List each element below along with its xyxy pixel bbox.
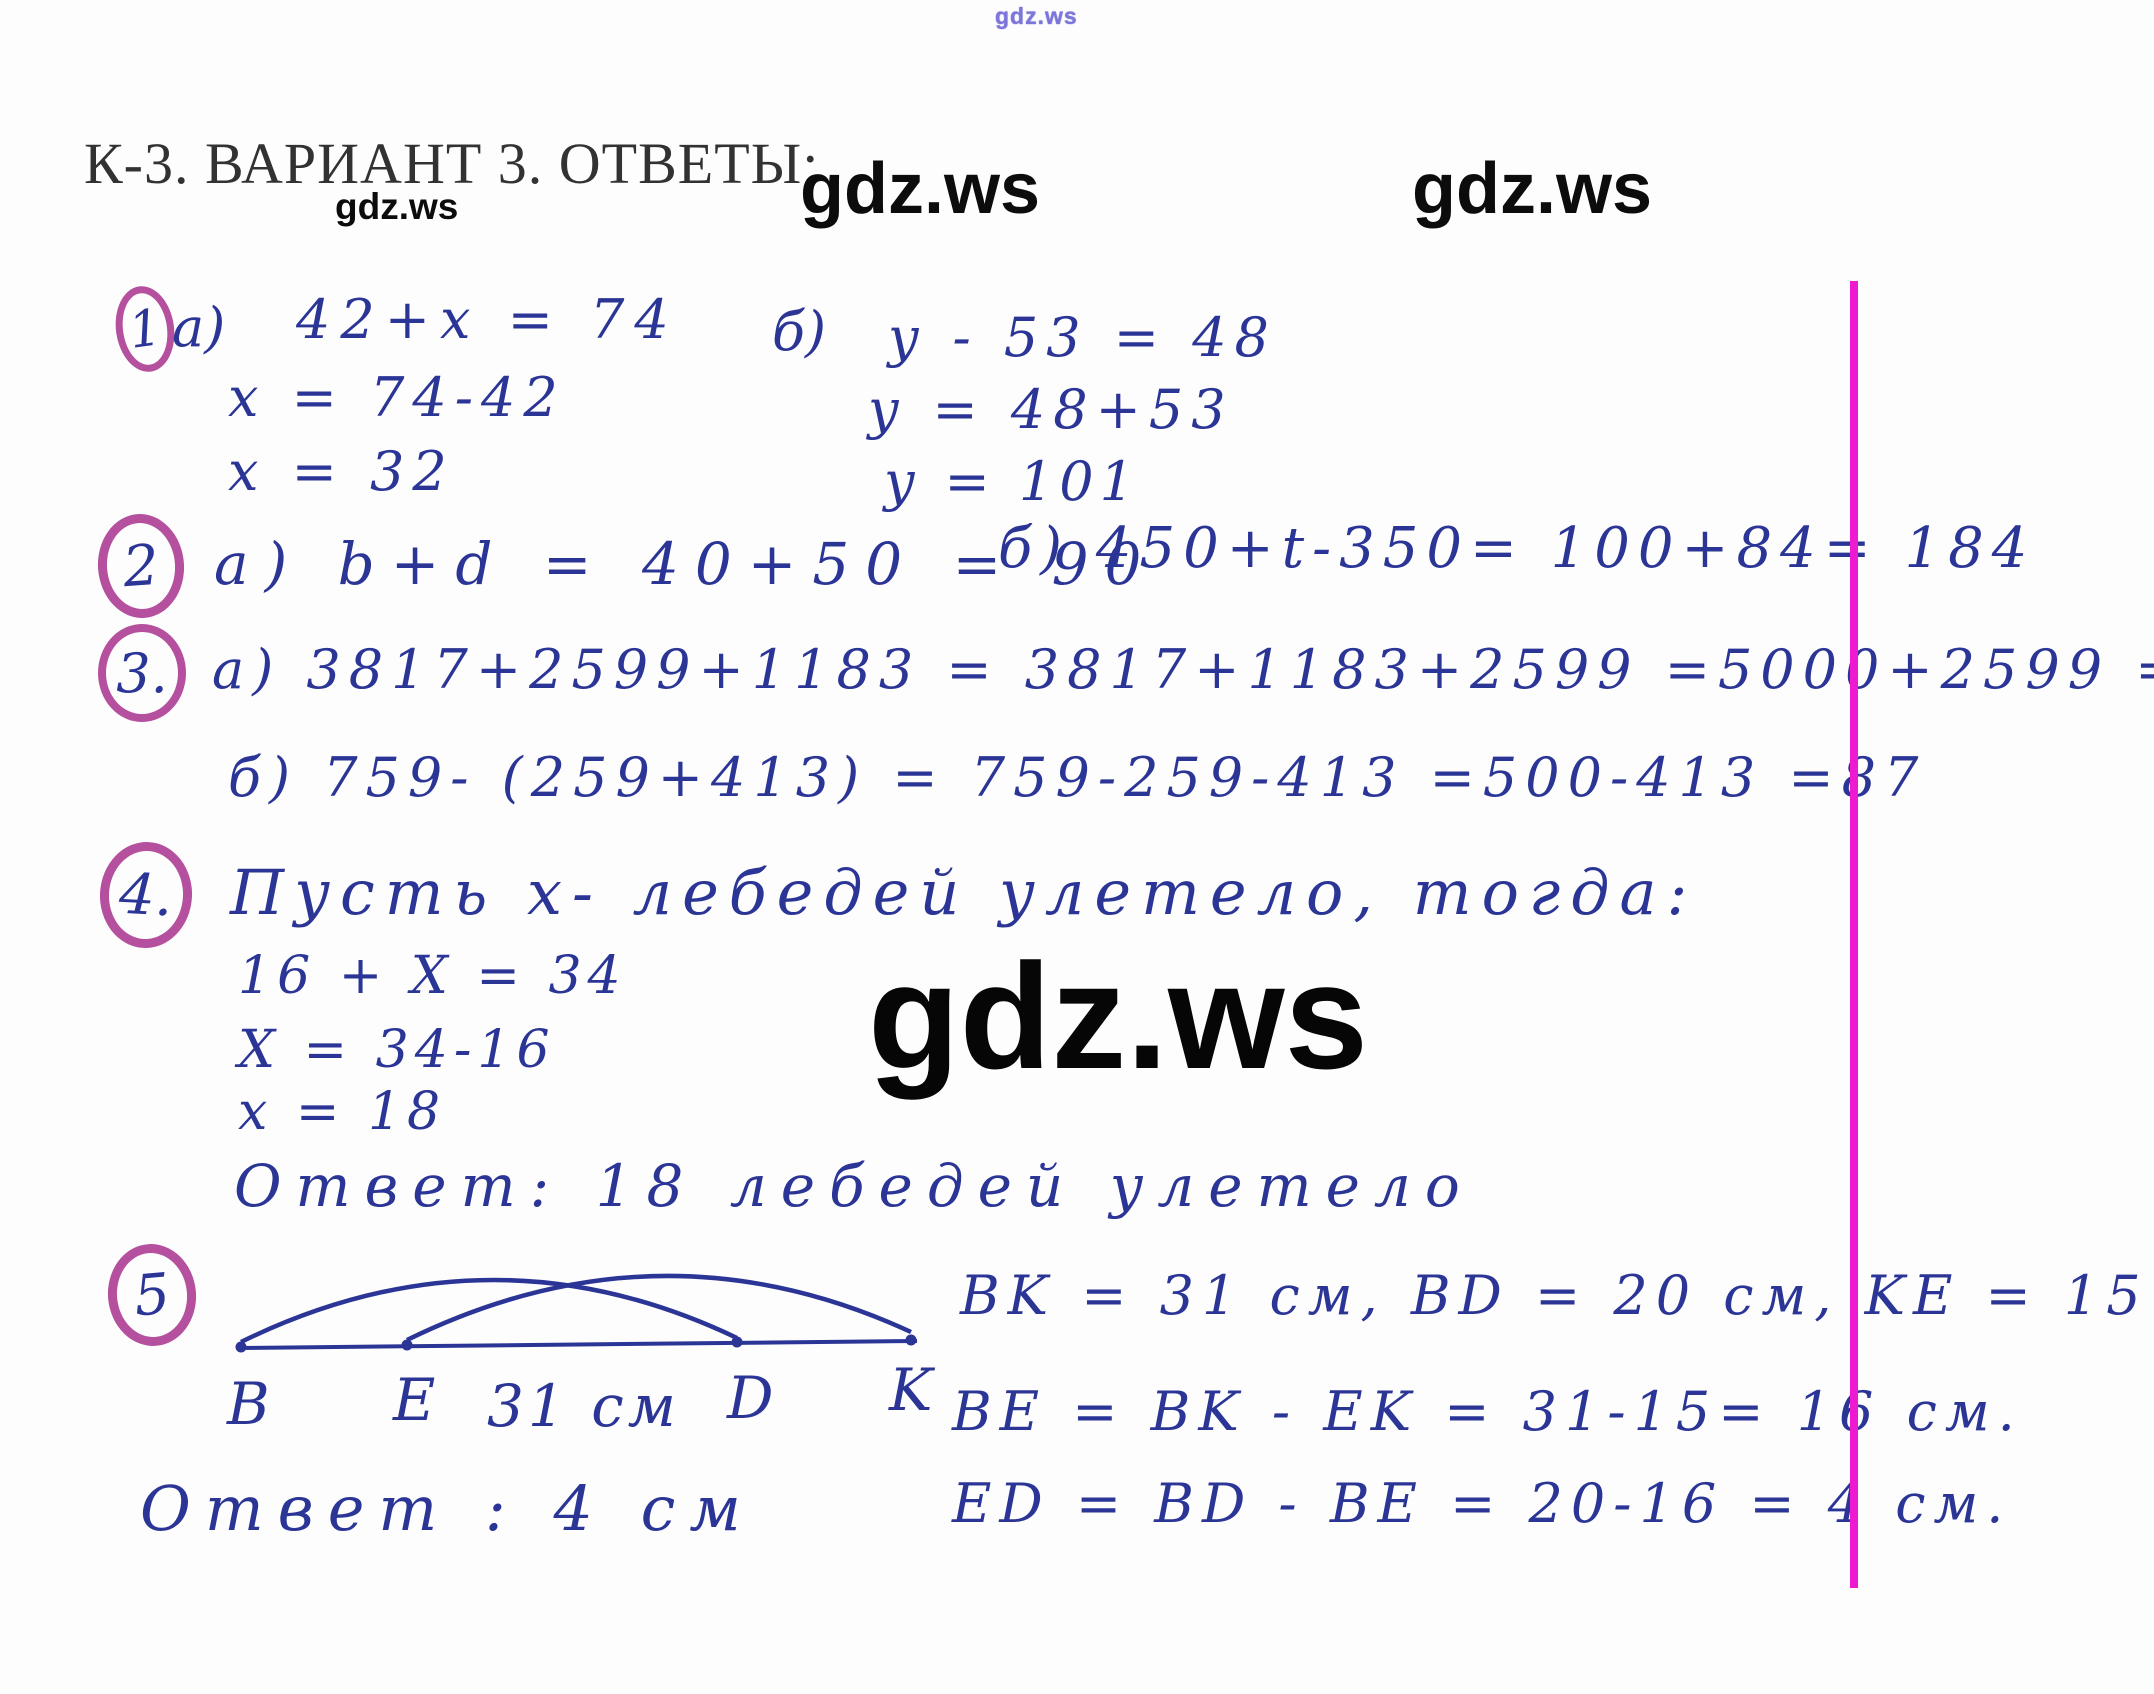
point-E-dot <box>401 1339 413 1351</box>
problem-3b-line: б) 759- (259+413) = 759-259-413 =500-413… <box>228 746 1927 809</box>
problem-1b-line: у - 53 = 48 <box>888 306 1277 369</box>
problem-3a-line: а) 3817+2599+1183 = 3817+1183+2599 =5000… <box>212 638 2154 701</box>
problem-1a-label: а) <box>172 296 226 359</box>
problem-5-work-line: ED = BD - BE = 20-16 = 4 см. <box>952 1472 2012 1535</box>
watermark-header-small: gdz.ws <box>335 186 459 227</box>
problem-2a-line: а) b+d = 40+50 = 90 <box>214 530 1158 598</box>
segment-line <box>236 1339 918 1350</box>
arc-E-K <box>406 1273 912 1343</box>
point-K-label: K <box>888 1356 936 1424</box>
problem-1-number-circle: 1 <box>110 282 180 376</box>
segment-diagram: B E 31 см D K <box>226 1273 936 1440</box>
problem-5-given: BK = 31 см, BD = 20 см, KE = 15 см <box>960 1264 2154 1327</box>
point-D-label: D <box>726 1364 774 1432</box>
point-E-label: E <box>392 1366 435 1434</box>
problem-4-intro: Пусть х- лебедей улетело, тогда: <box>230 856 1698 929</box>
problem-5-number-circle: 5 <box>103 1240 201 1350</box>
problem-3-number-circle: 3. <box>98 624 186 722</box>
problem-2-number-circle: 2 <box>94 511 188 621</box>
watermark-top: gdz.ws <box>995 3 1078 29</box>
problem-1a-line: х = 32 <box>228 440 455 503</box>
notebook-margin-line <box>1850 281 1858 1588</box>
problem-4-line: 16 + Х = 34 <box>238 946 627 1006</box>
point-D-dot <box>731 1336 743 1348</box>
point-B-dot <box>235 1341 247 1353</box>
problem-4-line: х = 18 <box>238 1082 447 1142</box>
point-B-label: B <box>226 1370 270 1438</box>
problem-5-answer: Ответ : 4 см <box>140 1472 755 1545</box>
watermark-header-center: gdz.ws <box>800 149 1041 229</box>
watermark-center-large: gdz.ws <box>868 932 1369 1100</box>
point-K-dot <box>905 1334 917 1346</box>
arc-B-D <box>240 1277 738 1345</box>
problem-4-number-circle: 4. <box>97 839 195 951</box>
page-title: К-3. ВАРИАНТ 3. ОТВЕТЫ: <box>84 131 820 196</box>
problem-1b-line: у = 48+53 <box>868 378 1234 441</box>
problem-1b-line: у = 101 <box>884 450 1140 513</box>
problem-2b-line: б) 450+t-350= 100+84= 184 <box>998 516 2036 581</box>
problem-1b-label: б) <box>772 300 827 363</box>
problem-5-work-line: BE = BK - EK = 31-15= 16 см. <box>952 1380 2023 1443</box>
problem-1a-line: х = 74-42 <box>228 366 566 429</box>
problem-1a-line: 42+х = 74 <box>296 288 679 351</box>
problem-4-line: Х = 34-16 <box>238 1020 556 1080</box>
segment-length-label: 31 см <box>487 1372 680 1440</box>
problem-4-answer: Ответ: 18 лебедей улетело <box>234 1152 1474 1220</box>
watermark-header-right: gdz.ws <box>1412 149 1653 229</box>
